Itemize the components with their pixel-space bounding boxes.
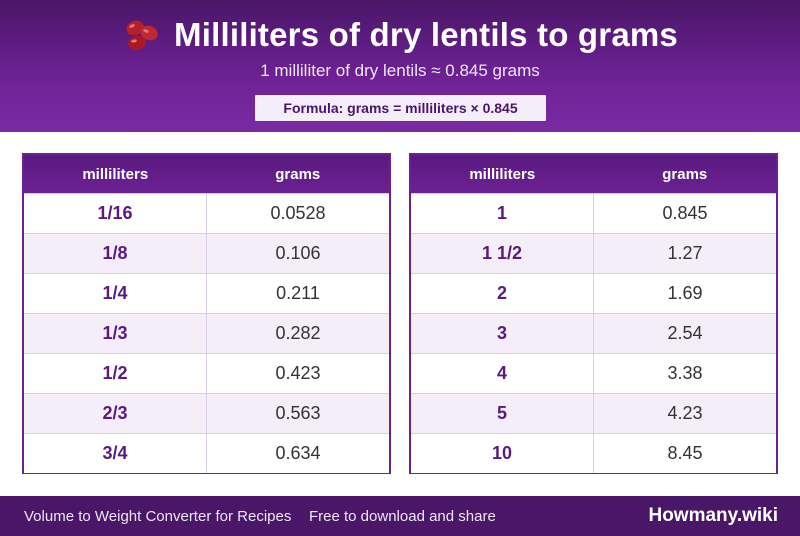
footer-bar: Volume to Weight Converter for Recipes F… bbox=[0, 496, 800, 536]
grams-cell: 0.563 bbox=[275, 403, 321, 423]
grams-cell: 0.282 bbox=[275, 323, 321, 343]
table-row: 2/3 0.563 bbox=[24, 393, 389, 433]
table-row: 10 8.45 bbox=[411, 433, 776, 473]
milliliters-cell: 2 bbox=[411, 274, 594, 313]
table-body: 1/16 0.0528 1/8 0.106 1/4 0.211 1/3 0.282 1/2 0.4… bbox=[24, 193, 389, 473]
grams-cell: 0.211 bbox=[276, 283, 320, 303]
grams-cell: 3.38 bbox=[667, 363, 703, 383]
milliliters-cell: 1 bbox=[411, 194, 594, 233]
page-title: Milliliters of dry lentils to grams bbox=[174, 16, 678, 53]
milliliters-cell: 1/16 bbox=[24, 194, 207, 233]
table-row: 1 0.845 bbox=[411, 193, 776, 233]
grams-cell: 1.27 bbox=[667, 243, 703, 263]
grams-cell: 0.634 bbox=[275, 443, 321, 463]
table-row: 1 1/2 1.27 bbox=[411, 233, 776, 273]
column-header-milliliters: milliliters bbox=[469, 165, 536, 183]
conversion-table-left: milliliters grams 1/16 0.0528 1/8 0.106 1/4 0… bbox=[22, 153, 391, 474]
column-header-grams: grams bbox=[662, 165, 708, 183]
grams-cell: 0.106 bbox=[275, 243, 321, 263]
subtitle: 1 milliliter of dry lentils ≈ 0.845 gram… bbox=[260, 61, 540, 80]
table-row: 3 2.54 bbox=[411, 313, 776, 353]
grams-cell: 0.845 bbox=[662, 203, 708, 223]
table-row: 1/3 0.282 bbox=[24, 313, 389, 353]
grams-cell: 4.23 bbox=[667, 403, 703, 423]
milliliters-cell: 1/8 bbox=[24, 234, 207, 273]
table-header: milliliters grams bbox=[24, 155, 389, 193]
brand-link[interactable]: Howmany.wiki bbox=[648, 505, 778, 526]
milliliters-cell: 3/4 bbox=[24, 434, 207, 473]
milliliters-cell: 1/2 bbox=[24, 354, 207, 393]
table-row: 3/4 0.634 bbox=[24, 433, 389, 473]
grams-cell: 0.423 bbox=[275, 363, 321, 383]
milliliters-cell: 5 bbox=[411, 394, 594, 433]
lentil-beans-icon bbox=[122, 17, 162, 53]
title-row: Milliliters of dry lentils to grams bbox=[0, 14, 800, 56]
column-header-grams: grams bbox=[275, 165, 321, 183]
grams-cell: 0.0528 bbox=[270, 203, 326, 223]
grams-cell: 2.54 bbox=[667, 323, 703, 343]
formula-badge: Formula: grams = milliliters × 0.845 bbox=[255, 95, 546, 121]
column-header-milliliters: milliliters bbox=[82, 165, 149, 183]
table-body: 1 0.845 1 1/2 1.27 2 1.69 3 2.54 4 3.38 5 4.23 10 8.4… bbox=[411, 193, 776, 473]
milliliters-cell: 10 bbox=[411, 434, 594, 473]
milliliters-cell: 1 1/2 bbox=[411, 234, 594, 273]
grams-cell: 1.69 bbox=[667, 283, 703, 303]
table-row: 2 1.69 bbox=[411, 273, 776, 313]
table-row: 1/4 0.211 bbox=[24, 273, 389, 313]
table-header: milliliters grams bbox=[411, 155, 776, 193]
milliliters-cell: 1/3 bbox=[24, 314, 207, 353]
milliliters-cell: 1/4 bbox=[24, 274, 207, 313]
table-row: 5 4.23 bbox=[411, 393, 776, 433]
conversion-table-right: milliliters grams 1 0.845 1 1/2 1.27 2 1.69 3 2… bbox=[409, 153, 778, 474]
milliliters-cell: 2/3 bbox=[24, 394, 207, 433]
table-row: 1/8 0.106 bbox=[24, 233, 389, 273]
table-row: 4 3.38 bbox=[411, 353, 776, 393]
milliliters-cell: 3 bbox=[411, 314, 594, 353]
milliliters-cell: 4 bbox=[411, 354, 594, 393]
table-row: 1/16 0.0528 bbox=[24, 193, 389, 233]
footer-description: Volume to Weight Converter for Recipes bbox=[24, 507, 292, 525]
table-row: 1/2 0.423 bbox=[24, 353, 389, 393]
header-banner: Milliliters of dry lentils to grams 1 mi… bbox=[0, 0, 800, 132]
grams-cell: 8.45 bbox=[667, 443, 703, 463]
footer-share-note: Free to download and share bbox=[309, 507, 496, 525]
